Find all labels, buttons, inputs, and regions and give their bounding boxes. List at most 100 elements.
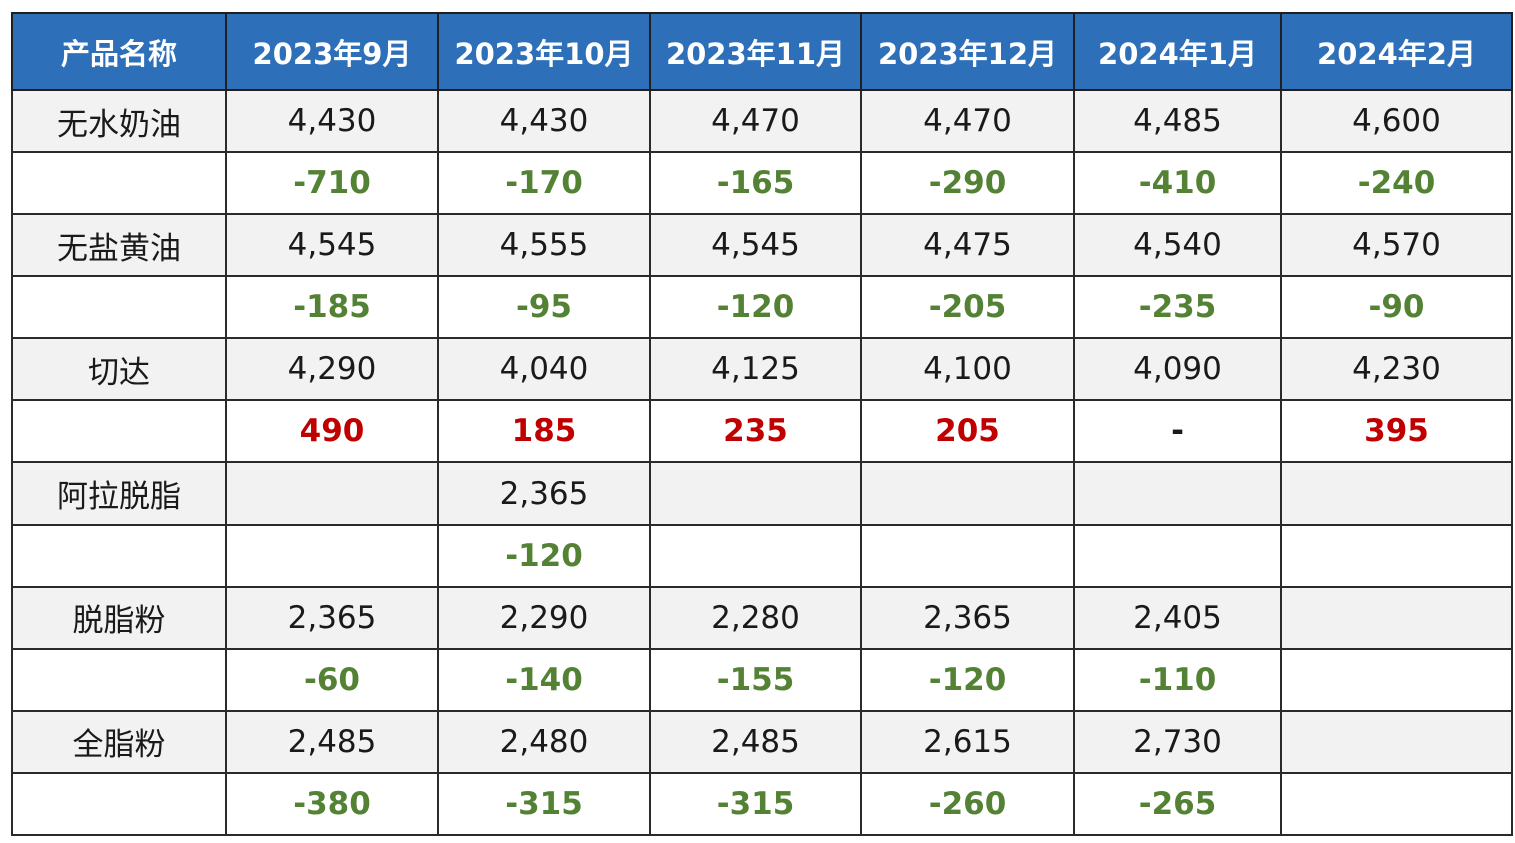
price-row: 无水奶油 4,430 4,430 4,470 4,470 4,485 4,600 <box>11 88 1513 154</box>
change-cell: -170 <box>437 151 651 216</box>
empty-cell <box>1073 523 1282 588</box>
change-cell: -265 <box>1073 771 1282 837</box>
header-cell: 2023年10月 <box>437 12 651 91</box>
change-cell: -165 <box>649 151 862 216</box>
empty-cell <box>1280 461 1513 526</box>
price-cell: 2,615 <box>860 709 1075 774</box>
empty-cell <box>11 523 227 588</box>
table-body: 无水奶油 4,430 4,430 4,470 4,470 4,485 4,600 -710 -1… <box>11 88 1513 837</box>
price-row: 脱脂粉 2,365 2,290 2,280 2,365 2,405 <box>11 585 1513 650</box>
empty-cell <box>1280 585 1513 650</box>
header-cell: 2024年2月 <box>1280 12 1513 91</box>
price-cell: 4,040 <box>437 337 651 402</box>
empty-cell <box>225 461 439 526</box>
empty-cell <box>1280 647 1513 712</box>
price-cell: 4,545 <box>649 213 862 278</box>
price-cell: 2,485 <box>225 709 439 774</box>
price-row: 切达 4,290 4,040 4,125 4,100 4,090 4,230 <box>11 337 1513 402</box>
price-cell: 4,470 <box>860 88 1075 154</box>
header-cell: 产品名称 <box>11 12 227 91</box>
change-cell: 185 <box>437 399 651 464</box>
change-cell: -240 <box>1280 151 1513 216</box>
header-cell: 2023年9月 <box>225 12 439 91</box>
price-cell: 4,430 <box>437 88 651 154</box>
header-cell: 2023年11月 <box>649 12 862 91</box>
empty-cell <box>11 399 227 464</box>
price-cell: 2,365 <box>225 585 439 650</box>
price-cell: 2,730 <box>1073 709 1282 774</box>
price-cell: 4,290 <box>225 337 439 402</box>
empty-cell <box>1280 523 1513 588</box>
change-cell: -185 <box>225 275 439 340</box>
empty-cell <box>1280 771 1513 837</box>
header-cell: 2023年12月 <box>860 12 1075 91</box>
change-cell: -60 <box>225 647 439 712</box>
change-cell: -380 <box>225 771 439 837</box>
price-cell: 4,090 <box>1073 337 1282 402</box>
change-cell: -155 <box>649 647 862 712</box>
change-cell: -120 <box>437 523 651 588</box>
price-cell: 4,555 <box>437 213 651 278</box>
price-cell: 2,290 <box>437 585 651 650</box>
price-table: 产品名称 2023年9月 2023年10月 2023年11月 2023年12月 2024年… <box>11 12 1513 837</box>
change-cell: -140 <box>437 647 651 712</box>
price-cell: 4,230 <box>1280 337 1513 402</box>
change-row: -185 -95 -120 -205 -235 -90 <box>11 275 1513 340</box>
price-row: 无盐黄油 4,545 4,555 4,545 4,475 4,540 4,570 <box>11 213 1513 278</box>
change-cell: -90 <box>1280 275 1513 340</box>
product-name: 脱脂粉 <box>11 585 227 650</box>
empty-cell <box>860 523 1075 588</box>
change-cell: 395 <box>1280 399 1513 464</box>
empty-cell <box>11 275 227 340</box>
change-row: 490 185 235 205-395 <box>11 399 1513 464</box>
empty-cell <box>225 523 439 588</box>
price-cell: 4,100 <box>860 337 1075 402</box>
change-row: -710 -170 -165 -290 -410 -240 <box>11 151 1513 216</box>
price-cell: 4,430 <box>225 88 439 154</box>
change-row: -60 -140 -155 -120 -110 <box>11 647 1513 712</box>
change-cell: -110 <box>1073 647 1282 712</box>
price-cell: 4,600 <box>1280 88 1513 154</box>
price-cell: 4,545 <box>225 213 439 278</box>
price-cell: 2,480 <box>437 709 651 774</box>
change-cell: -315 <box>649 771 862 837</box>
change-cell: -235 <box>1073 275 1282 340</box>
price-cell: 4,540 <box>1073 213 1282 278</box>
change-cell: -290 <box>860 151 1075 216</box>
price-cell: 2,365 <box>437 461 651 526</box>
product-name: 切达 <box>11 337 227 402</box>
change-cell: 235 <box>649 399 862 464</box>
price-cell: 4,570 <box>1280 213 1513 278</box>
change-cell: -120 <box>649 275 862 340</box>
change-cell: -710 <box>225 151 439 216</box>
product-name: 全脂粉 <box>11 709 227 774</box>
price-cell: 4,485 <box>1073 88 1282 154</box>
price-cell: 4,475 <box>860 213 1075 278</box>
product-name: 无盐黄油 <box>11 213 227 278</box>
empty-cell <box>649 461 862 526</box>
product-name: 无水奶油 <box>11 88 227 154</box>
empty-cell <box>11 151 227 216</box>
header-row: 产品名称 2023年9月 2023年10月 2023年11月 2023年12月 2024年… <box>11 12 1513 91</box>
empty-cell <box>1280 709 1513 774</box>
price-cell: 2,485 <box>649 709 862 774</box>
price-cell: 2,280 <box>649 585 862 650</box>
empty-cell <box>1073 461 1282 526</box>
change-cell: 205 <box>860 399 1075 464</box>
change-cell: -260 <box>860 771 1075 837</box>
price-row: 阿拉脱脂 2,365 <box>11 461 1513 526</box>
price-cell: 4,125 <box>649 337 862 402</box>
change-cell: -315 <box>437 771 651 837</box>
change-cell: -410 <box>1073 151 1282 216</box>
price-cell: 2,405 <box>1073 585 1282 650</box>
change-row: -120 <box>11 523 1513 588</box>
empty-cell <box>860 461 1075 526</box>
change-cell: - <box>1073 399 1282 464</box>
price-cell: 2,365 <box>860 585 1075 650</box>
empty-cell <box>649 523 862 588</box>
price-row: 全脂粉 2,485 2,480 2,485 2,615 2,730 <box>11 709 1513 774</box>
empty-cell <box>11 771 227 837</box>
price-cell: 4,470 <box>649 88 862 154</box>
header-cell: 2024年1月 <box>1073 12 1282 91</box>
